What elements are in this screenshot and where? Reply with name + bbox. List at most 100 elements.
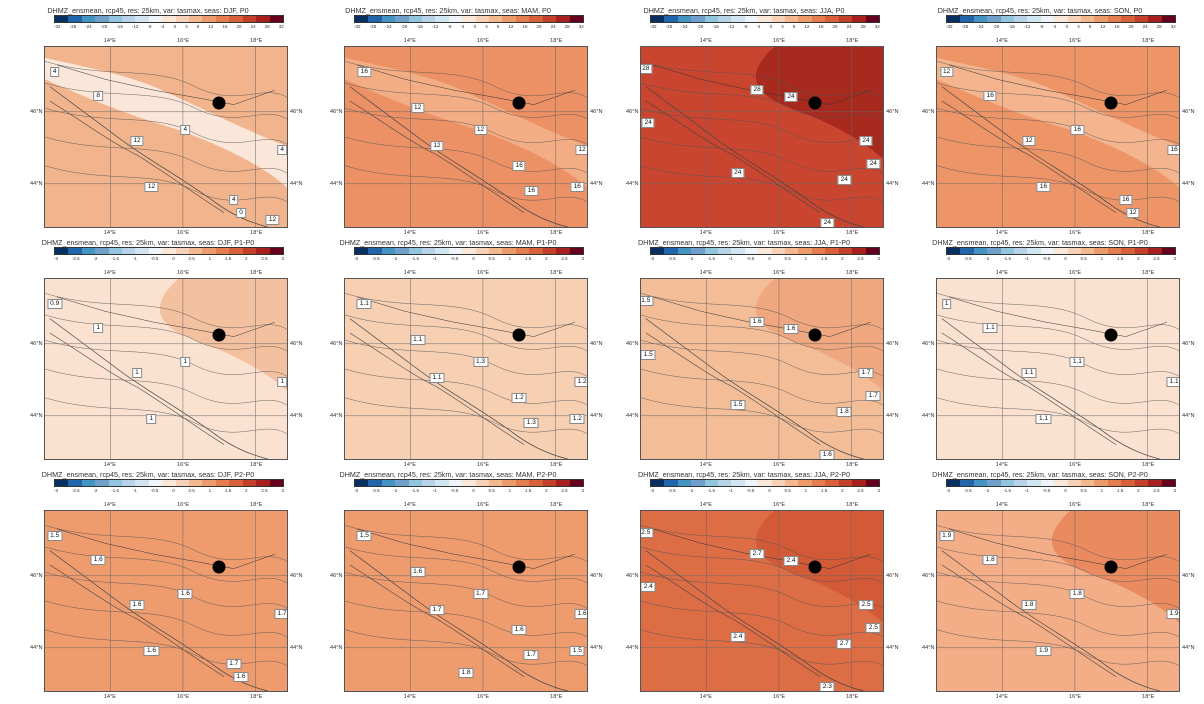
colorbar-cell xyxy=(502,248,516,254)
longitude-label: 14°E xyxy=(103,270,116,276)
colorbar-tick-label: 4 xyxy=(185,24,188,29)
map-area: 4 8 4 4 12 12 4 0 12 xyxy=(44,46,288,228)
colorbar-cell xyxy=(758,248,772,254)
contour-label: 1.6 xyxy=(783,324,799,335)
latitude-label: 44°N xyxy=(30,181,43,188)
colorbar-cell xyxy=(825,248,839,254)
colorbar-tick-label: -3 xyxy=(354,256,359,261)
colorbar-tick-label: -28 xyxy=(69,24,77,29)
longitude-label: 14°E xyxy=(699,502,712,508)
colorbar-cell xyxy=(475,16,490,22)
colorbar-cell xyxy=(108,480,123,486)
contour-label: 12 xyxy=(575,144,587,155)
colorbar-tick-label: -1.5 xyxy=(1003,256,1011,261)
colorbar-cell xyxy=(556,248,570,254)
longitude-label: 16°E xyxy=(176,38,190,44)
contour-label: 1 xyxy=(277,376,287,387)
contour-label: 1.6 xyxy=(90,554,106,565)
colorbar-tick-label: -8 xyxy=(743,24,748,29)
colorbar-cell xyxy=(1121,480,1135,486)
contour-label: 12 xyxy=(410,103,425,114)
colorbar-cell xyxy=(1014,248,1028,254)
colorbar-tick-label: -2.5 xyxy=(963,256,972,261)
colorbar-tick-label: 1.5 xyxy=(224,488,232,493)
colorbar-cells xyxy=(54,247,284,255)
colorbar: -3 -2.5 -2 -1.5 -1 -0.5 0 0.5 1 1.5 2 2.5 3 xyxy=(54,247,284,263)
colorbar-tick-label: 0.5 xyxy=(784,256,791,261)
colorbar-ticks: -3 -2.5 -2 -1.5 -1 -0.5 0 0.5 1 1.5 2 2.5 3 xyxy=(650,256,880,261)
contour-label: 1.6 xyxy=(233,671,249,682)
contour-label: 12 xyxy=(265,214,280,225)
colorbar-tick-label: 16 xyxy=(222,24,228,29)
colorbar-cell xyxy=(811,16,826,22)
colorbar-tick-label: -3 xyxy=(650,256,655,261)
panel-title: DHMZ_ensmean, rcp45, res: 25km, var: tas… xyxy=(41,238,255,247)
colorbar-cell xyxy=(838,248,853,254)
longitude-label: 18°E xyxy=(550,230,563,236)
contour-label: 2.3 xyxy=(819,682,835,691)
colorbar-tick-label: 0.5 xyxy=(488,256,495,261)
colorbar-tick-label: 0 xyxy=(768,488,771,493)
colorbar-tick-label: 4 xyxy=(781,24,784,29)
colorbar-tick-label: -16 xyxy=(1008,24,1015,29)
latitude-label: 44°N xyxy=(290,413,303,420)
longitude-label: 14°E xyxy=(103,230,116,236)
colorbar-cell xyxy=(408,248,423,254)
longitude-label: 16°E xyxy=(772,270,786,276)
colorbar-tick-label: -2 xyxy=(985,256,990,261)
longitude-label: 14°E xyxy=(699,694,712,700)
colorbar-tick-label: -2 xyxy=(93,488,98,493)
map-field xyxy=(937,279,1179,459)
map-panel-p2-jja: DHMZ_ensmean, rcp45, res: 25km, var: tas… xyxy=(596,466,899,702)
colorbar-cell xyxy=(691,248,705,254)
colorbar-cell xyxy=(569,248,583,254)
contour-label: 1.1 xyxy=(1166,376,1179,387)
colorbar-tick-label: -20 xyxy=(696,24,704,29)
colorbar-cells xyxy=(650,479,880,487)
map-panel-p1-jja: DHMZ_ensmean, rcp45, res: 25km, var: tas… xyxy=(596,234,899,470)
colorbar-cell xyxy=(135,16,149,22)
colorbar-tick-label: 1 xyxy=(208,488,212,493)
colorbar-tick-label: -3 xyxy=(54,488,59,493)
colorbar-ticks: -32 -28 -24 -20 -16 -12 -8 -4 0 4 8 12 16 20 24 28 32 xyxy=(354,24,584,29)
latitude-label: 44°N xyxy=(1182,645,1195,652)
map-panel-p2-djf: DHMZ_ensmean, rcp45, res: 25km, var: tas… xyxy=(0,466,303,702)
latitude-label: 46°N xyxy=(30,572,43,579)
panel-title: DHMZ_ensmean, rcp45, res: 25km, var: tas… xyxy=(932,470,1148,479)
map-area: 1.1 1.1 1.3 1.1 1.2 1.2 1.3 1.2 xyxy=(344,278,588,460)
colorbar-cell xyxy=(1081,480,1095,486)
colorbar-cell xyxy=(973,16,988,22)
colorbar-tick-label: 0 xyxy=(172,256,175,261)
colorbar-tick-label: 0 xyxy=(769,24,773,29)
colorbar-tick-label: 28 xyxy=(1156,24,1162,29)
colorbar-cell xyxy=(731,16,745,22)
map-field xyxy=(641,279,883,459)
colorbar-tick-label: 24 xyxy=(846,24,852,29)
location-marker xyxy=(808,328,822,342)
colorbar-tick-label: -2.5 xyxy=(963,488,972,493)
colorbar-tick-label: -1.5 xyxy=(1003,488,1011,493)
colorbar-cell xyxy=(651,480,665,486)
contour-label: 1 xyxy=(180,356,191,367)
colorbar-cell xyxy=(785,248,799,254)
contour-label: 12 xyxy=(473,124,488,135)
panel-title: DHMZ_ensmean, rcp45, res: 25km, var: tas… xyxy=(932,238,1148,247)
longitude-label: 16°E xyxy=(476,270,490,276)
colorbar-tick-label: -1.5 xyxy=(111,488,119,493)
colorbar-tick-label: 32 xyxy=(278,24,284,29)
longitude-label: 16°E xyxy=(476,462,490,468)
panel-title: DHMZ_ensmean, rcp45, res: 25km, var: tas… xyxy=(637,238,851,247)
colorbar-cell xyxy=(947,480,961,486)
contour-label: 2.4 xyxy=(730,632,746,642)
latitude-label: 44°N xyxy=(590,181,603,188)
colorbar-cells xyxy=(54,479,284,487)
colorbar-cell xyxy=(81,248,96,254)
longitude-label: 14°E xyxy=(103,502,116,508)
latitude-label: 46°N xyxy=(30,340,43,347)
colorbar-cell xyxy=(381,248,396,254)
colorbar-tick-label: 1.5 xyxy=(1116,256,1124,261)
colorbar-tick-label: 0.5 xyxy=(1080,488,1087,493)
longitude-label: 16°E xyxy=(1068,502,1082,508)
map-panel-p0-mam: DHMZ_ensmean, rcp45, res: 25km, var: tas… xyxy=(300,2,603,238)
